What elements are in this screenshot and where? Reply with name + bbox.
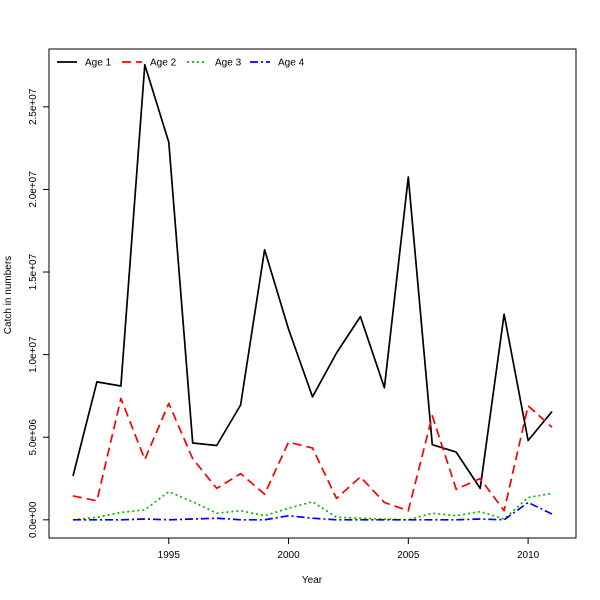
series-layer xyxy=(72,63,553,521)
x-axis-label: Year xyxy=(302,575,323,586)
legend-label: Age 2 xyxy=(150,58,177,69)
y-tick-label: 2.0e+07 xyxy=(28,171,39,208)
y-tick-label: 2.5e+07 xyxy=(28,88,39,125)
plot-frame xyxy=(48,48,577,539)
series-line-age-2 xyxy=(72,397,553,512)
series-line-age-1 xyxy=(72,63,553,490)
x-tick-label: 2010 xyxy=(517,550,540,561)
y-tick-label: 1.5e+07 xyxy=(28,253,39,290)
legend-label: Age 1 xyxy=(85,58,112,69)
y-tick-label: 1.0e+07 xyxy=(28,336,39,373)
legend-label: Age 4 xyxy=(278,58,305,69)
x-axis: 1995 2000 2005 2010 xyxy=(158,538,540,561)
y-axis-label: Catch in numbers xyxy=(3,256,14,334)
x-tick-label: 2000 xyxy=(277,550,300,561)
series-line-age-4 xyxy=(73,501,553,521)
x-tick-label: 2005 xyxy=(397,550,420,561)
x-tick-label: 1995 xyxy=(158,550,181,561)
y-axis: 0.0e+00 5.0e+06 1.0e+07 1.5e+07 2.0e+07 2.5e+… xyxy=(28,88,49,538)
legend: Age 1 Age 2 Age 3 Age 4 xyxy=(57,58,305,69)
y-tick-label: 5.0e+06 xyxy=(28,419,39,456)
y-tick-label: 0.0e+00 xyxy=(28,501,39,538)
legend-label: Age 3 xyxy=(215,58,242,69)
